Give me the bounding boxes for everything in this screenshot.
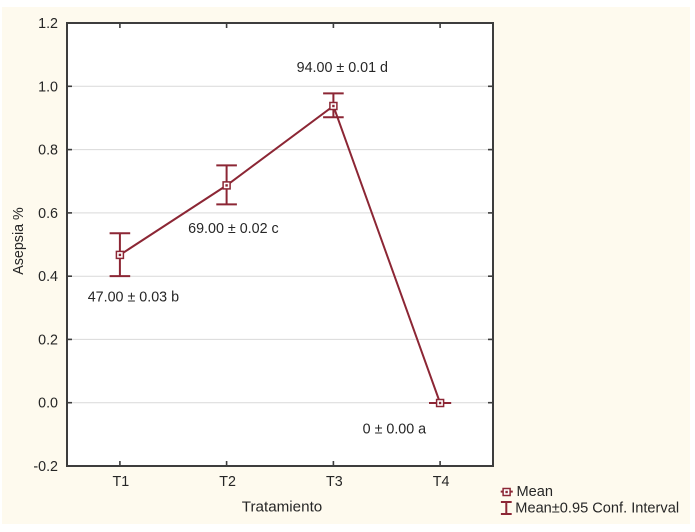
svg-text:0 ± 0.00 a: 0 ± 0.00 a (363, 422, 427, 438)
svg-text:T3: T3 (326, 474, 343, 490)
svg-text:Mean: Mean (517, 484, 554, 500)
svg-text:Tratamiento: Tratamiento (242, 499, 322, 516)
svg-text:Mean±0.95 Conf. Interval: Mean±0.95 Conf. Interval (515, 501, 679, 517)
svg-text:T2: T2 (219, 474, 236, 490)
svg-text:0.2: 0.2 (38, 332, 58, 348)
svg-text:1.2: 1.2 (38, 16, 58, 32)
svg-text:-0.2: -0.2 (33, 459, 58, 475)
svg-text:47.00 ± 0.03 b: 47.00 ± 0.03 b (88, 289, 179, 305)
svg-text:0.0: 0.0 (38, 396, 58, 412)
svg-text:1.0: 1.0 (38, 79, 58, 95)
svg-text:T4: T4 (433, 474, 450, 490)
svg-text:Asepsia %: Asepsia % (11, 207, 27, 275)
svg-text:0.8: 0.8 (38, 143, 58, 159)
svg-text:T1: T1 (113, 474, 130, 490)
svg-text:94.00 ± 0.01 d: 94.00 ± 0.01 d (297, 60, 388, 76)
svg-text:0.6: 0.6 (38, 206, 58, 222)
svg-text:69.00 ± 0.02 c: 69.00 ± 0.02 c (188, 221, 279, 237)
svg-text:0.4: 0.4 (38, 269, 58, 285)
